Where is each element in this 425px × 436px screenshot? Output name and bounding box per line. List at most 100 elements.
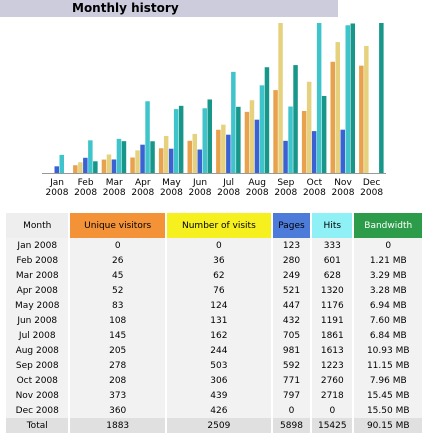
- value-cell: 7.60 MB: [354, 313, 422, 328]
- value-cell: 521: [272, 283, 311, 298]
- title-bar: Monthly history: [0, 0, 338, 17]
- bar: [340, 129, 345, 173]
- total-cell: 2509: [166, 418, 271, 433]
- bar: [221, 124, 226, 173]
- data-row: May 2008 83 124 447 1176 6.94 MB: [6, 298, 422, 313]
- bar: [283, 140, 288, 173]
- month-cell: Jul 2008: [6, 328, 69, 343]
- value-cell: 503: [166, 358, 271, 373]
- value-cell: 131: [166, 313, 271, 328]
- value-cell: 208: [70, 373, 165, 388]
- total-label: Total: [6, 418, 69, 433]
- value-cell: 10.93 MB: [354, 343, 422, 358]
- bar: [264, 67, 270, 173]
- month-header: Month: [6, 213, 69, 238]
- data-row: Jan 2008 0 0 123 333 0: [6, 238, 422, 253]
- month-cell: Sep 2008: [6, 358, 69, 373]
- bar: [59, 154, 64, 173]
- month-cell: Mar 2008: [6, 268, 69, 283]
- value-cell: 2760: [312, 373, 353, 388]
- bar: [197, 149, 202, 173]
- bar: [321, 95, 327, 173]
- data-row: Mar 2008 45 62 249 628 3.29 MB: [6, 268, 422, 283]
- value-cell: 1320: [312, 283, 353, 298]
- data-row: Nov 2008 373 439 797 2718 15.45 MB: [6, 388, 422, 403]
- month-label: Oct 2008: [302, 178, 326, 198]
- value-cell: 1191: [312, 313, 353, 328]
- value-cell: 11.15 MB: [354, 358, 422, 373]
- bar: [216, 129, 221, 173]
- value-cell: 249: [272, 268, 311, 283]
- bar: [187, 140, 192, 173]
- bar: [226, 134, 231, 173]
- value-cell: 771: [272, 373, 311, 388]
- month-label: Aug 2008: [245, 178, 269, 198]
- value-cell: 0: [272, 403, 311, 418]
- bar: [158, 148, 164, 173]
- bar: [207, 99, 212, 173]
- month-label: Jul 2008: [217, 178, 241, 198]
- value-cell: 62: [166, 268, 271, 283]
- value-cell: 426: [166, 403, 271, 418]
- month-label: Apr 2008: [131, 178, 155, 198]
- value-cell: 280: [272, 253, 311, 268]
- total-row: Total 1883 2509 5898 15425 90.15 MB: [6, 418, 422, 433]
- value-cell: 123: [272, 238, 311, 253]
- bar: [101, 159, 107, 173]
- value-cell: 0: [166, 238, 271, 253]
- month-label: May 2008: [159, 178, 183, 198]
- bar: [88, 140, 93, 173]
- value-cell: 333: [312, 238, 353, 253]
- value-cell: 76: [166, 283, 271, 298]
- value-cell: 1861: [312, 328, 353, 343]
- value-cell: 15.50 MB: [354, 403, 422, 418]
- month-label: Jan 2008: [45, 178, 69, 198]
- data-row: Jul 2008 145 162 705 1861 6.84 MB: [6, 328, 422, 343]
- value-cell: 1.21 MB: [354, 253, 422, 268]
- value-cell: 1613: [312, 343, 353, 358]
- value-cell: 1223: [312, 358, 353, 373]
- month-label: Dec 2008: [360, 178, 384, 198]
- value-cell: 705: [272, 328, 311, 343]
- month-label: Feb 2008: [74, 178, 98, 198]
- month-cell: May 2008: [6, 298, 69, 313]
- bar: [135, 150, 140, 173]
- value-cell: 45: [70, 268, 165, 283]
- stats-table: Month Unique visitors Number of visits Page…: [4, 213, 424, 433]
- bar: [244, 111, 250, 173]
- title: Monthly history: [72, 1, 179, 15]
- bar: [54, 166, 59, 173]
- bar: [173, 109, 179, 173]
- bar: [145, 101, 150, 173]
- bar: [192, 133, 197, 173]
- bar: [273, 90, 278, 173]
- bar: [150, 141, 155, 173]
- month-label: Jun 2008: [188, 178, 212, 198]
- value-cell: 306: [166, 373, 271, 388]
- value-cell: 26: [70, 253, 165, 268]
- value-cell: 439: [166, 388, 271, 403]
- bar: [231, 71, 236, 173]
- value-cell: 373: [70, 388, 165, 403]
- bar: [316, 23, 322, 173]
- value-cell: 601: [312, 253, 353, 268]
- month-cell: Jan 2008: [6, 238, 69, 253]
- bar: [259, 85, 265, 173]
- bar: [130, 157, 135, 173]
- data-row: Oct 2008 208 306 771 2760 7.96 MB: [6, 373, 422, 388]
- bar: [116, 138, 122, 173]
- header-row: Month Unique visitors Number of visits Page…: [6, 213, 422, 238]
- value-cell: 124: [166, 298, 271, 313]
- value-cell: 145: [70, 328, 165, 343]
- value-cell: 15.45 MB: [354, 388, 422, 403]
- total-cell: 90.15 MB: [354, 418, 422, 433]
- total-cell: 1883: [70, 418, 165, 433]
- column-header: Pages: [272, 213, 311, 238]
- month-cell: Jun 2008: [6, 313, 69, 328]
- bar: [330, 61, 335, 173]
- value-cell: 360: [70, 403, 165, 418]
- bar: [278, 23, 283, 173]
- month-label: Sep 2008: [274, 178, 298, 198]
- data-row: Dec 2008 360 426 0 0 15.50 MB: [6, 403, 422, 418]
